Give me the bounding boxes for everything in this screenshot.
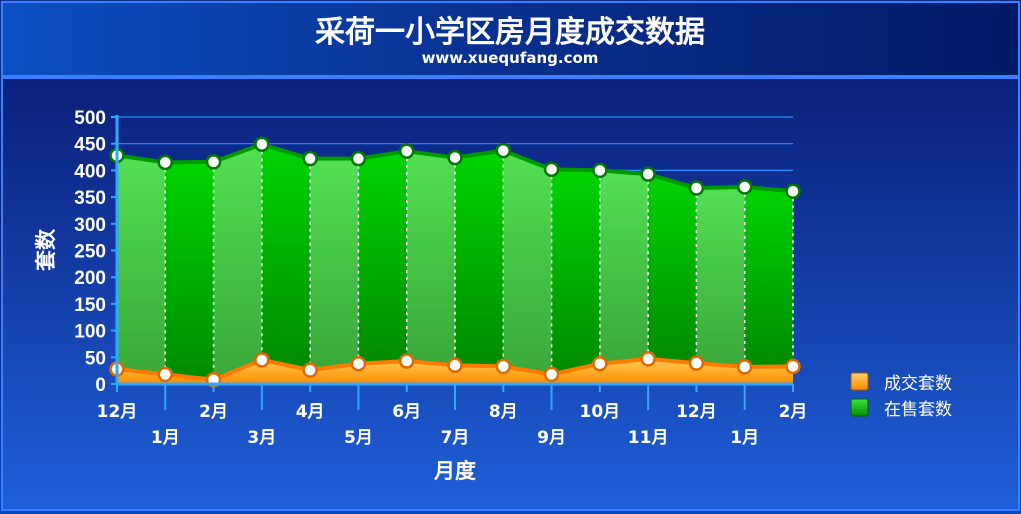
chart-subtitle: www.xuequfang.com [422, 49, 599, 67]
x-tick-label: 10月 [580, 402, 621, 422]
legend: 成交套数 在售套数 [850, 372, 952, 420]
x-tick-label: 1月 [151, 428, 180, 448]
listings-area-segment [117, 155, 166, 375]
x-tick-label: 4月 [296, 402, 325, 422]
x-tick-label: 3月 [247, 428, 276, 448]
y-tick-label: 50 [85, 348, 106, 369]
listings-point [785, 183, 801, 199]
listings-area-segment [406, 151, 455, 366]
listings-point [688, 180, 705, 196]
data-points [109, 136, 801, 388]
listings-area-segment [165, 161, 214, 380]
listings-area-segment [310, 158, 359, 371]
legend-label-listings: 在售套数 [884, 400, 952, 420]
listings-area-segment [648, 174, 697, 364]
legend-swatch-listings [850, 398, 869, 417]
title-bar [1, 1, 1020, 77]
deals-point [254, 352, 270, 368]
deals-point [157, 366, 174, 383]
y-tick-label: 350 [74, 188, 106, 209]
y-tick-label: 200 [74, 268, 106, 289]
deals-point [447, 357, 463, 374]
x-tick-label: 2月 [779, 402, 808, 422]
divider-lines [164, 144, 794, 380]
listings-area-segment [261, 144, 311, 371]
y-tick-label: 500 [74, 108, 106, 129]
x-tick-labels: 12月 1月 2月 3月 4月 5月 6月 7月 8月 9月 10月 11月 12月 1月 2月 [97, 402, 808, 448]
deals-point [688, 355, 705, 371]
listings-area-segment [744, 186, 793, 367]
axes [111, 115, 794, 410]
deals-point [640, 351, 656, 367]
x-tick-label: 1月 [730, 428, 759, 448]
listings-area-segment [599, 170, 649, 364]
y-axis-label: 套数 [34, 228, 58, 271]
listings-point [736, 179, 753, 195]
deals-point [398, 353, 415, 369]
deals-point [302, 362, 318, 378]
plot-areas [117, 144, 793, 384]
listings-point [447, 149, 463, 166]
x-tick-label: 6月 [392, 402, 421, 422]
x-tick-label: 12月 [97, 402, 138, 422]
listings-area-segment [213, 144, 262, 380]
y-tick-label: 300 [74, 215, 106, 236]
y-tick-label: 250 [74, 242, 106, 263]
listings-area-segment [455, 150, 504, 367]
y-tick-label: 150 [74, 295, 106, 316]
x-axis-label: 月度 [433, 459, 476, 483]
listings-point [592, 162, 608, 179]
listings-point [302, 150, 318, 167]
legend-label-deals: 成交套数 [884, 374, 952, 394]
listings-point [543, 161, 560, 178]
listings-point [350, 150, 367, 167]
listings-point [254, 136, 270, 152]
listings-point [205, 154, 222, 170]
deals-point [592, 355, 608, 372]
chart-title: 采荷一小学区房月度成交数据 [315, 15, 705, 50]
x-tick-label: 5月 [344, 428, 373, 448]
deals-point [350, 355, 367, 372]
legend-swatch-deals [850, 372, 869, 391]
listings-point [495, 142, 512, 159]
y-tick-label: 100 [74, 322, 106, 343]
listings-area-segment [358, 151, 407, 364]
listings-point [398, 143, 415, 159]
x-tick-label: 7月 [441, 428, 470, 448]
listings-area-segment [503, 150, 552, 375]
y-tick-label: 450 [74, 135, 106, 156]
listings-area-segment [551, 169, 600, 375]
listings-area-segment [696, 186, 745, 367]
x-tick-label: 11月 [628, 428, 669, 448]
y-tick-label: 0 [95, 375, 106, 396]
listings-point [157, 154, 174, 171]
y-tick-label: 400 [74, 161, 106, 182]
deals-point [785, 358, 801, 375]
x-tick-label: 2月 [199, 402, 228, 422]
y-tick-labels: 0 50 100 150 200 250 300 350 400 450 500 [74, 108, 106, 396]
listings-point [640, 166, 656, 182]
x-tick-label: 8月 [489, 402, 518, 422]
x-tick-label: 12月 [676, 402, 717, 422]
deals-point [736, 359, 753, 375]
deals-point [495, 358, 512, 375]
deals-point [543, 366, 560, 383]
x-tick-label: 9月 [537, 428, 566, 448]
